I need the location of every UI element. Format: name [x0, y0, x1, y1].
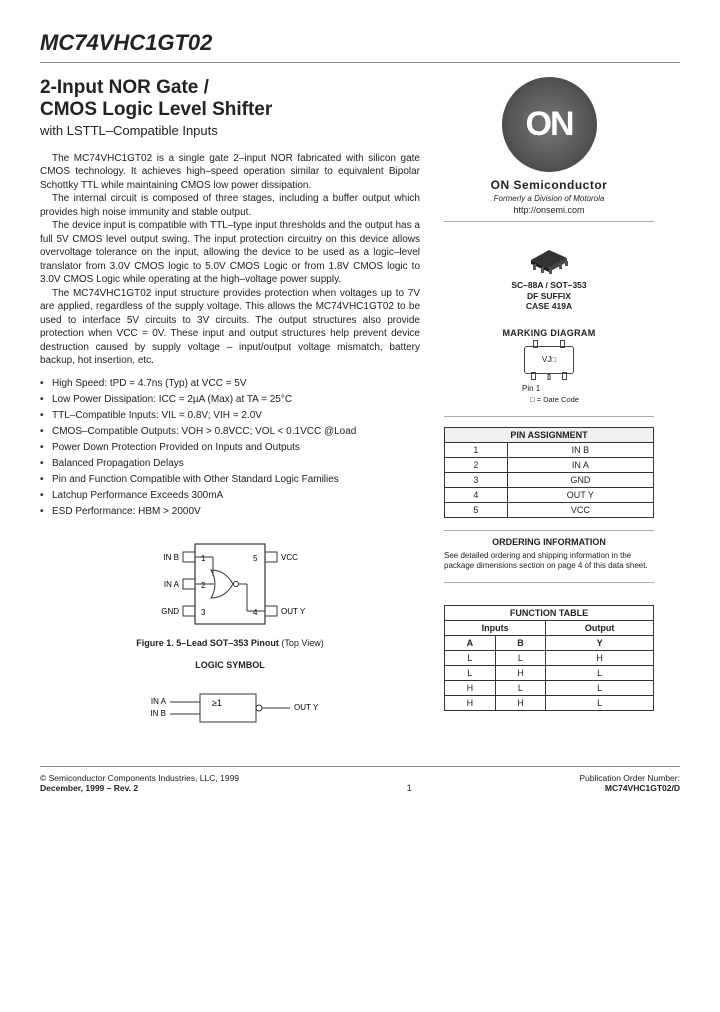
svg-text:OUT Y: OUT Y	[294, 703, 319, 712]
page-footer: © Semiconductor Components Industries, L…	[40, 766, 680, 793]
company-name: ON Semiconductor	[444, 178, 654, 192]
feature-item: Latchup Performance Exceeds 300mA	[40, 488, 420, 504]
marking-diagram: VJ□ Pin 1 □ = Date Code	[494, 346, 604, 404]
paragraph: The MC74VHC1GT02 input structure provide…	[40, 287, 420, 368]
svg-text:5: 5	[253, 554, 258, 563]
title-line-1: 2-Input NOR Gate /	[40, 77, 420, 99]
paragraph: The internal circuit is composed of thre…	[40, 192, 420, 219]
footer-right: Publication Order Number: MC74VHC1GT02/D	[579, 773, 680, 793]
features-list: High Speed: tPD = 4.7ns (Typ) at VCC = 5…	[40, 376, 420, 520]
feature-item: TTL–Compatible Inputs: VIL = 0.8V; VIH =…	[40, 408, 420, 424]
pinout-figure: 1 2 3 4 5 IN B IN A GND OUT Y VCC	[40, 534, 420, 648]
svg-text:IN B: IN B	[150, 709, 166, 718]
svg-text:GND: GND	[161, 607, 179, 616]
svg-text:IN A: IN A	[164, 580, 180, 589]
feature-item: Pin and Function Compatible with Other S…	[40, 472, 420, 488]
svg-text:OUT Y: OUT Y	[281, 607, 306, 616]
feature-item: Balanced Propagation Delays	[40, 456, 420, 472]
feature-item: Power Down Protection Provided on Inputs…	[40, 440, 420, 456]
ordering-text: See detailed ordering and shipping infor…	[444, 551, 654, 583]
paragraph: The device input is compatible with TTL–…	[40, 219, 420, 287]
logic-symbol-figure: ≥1 IN A IN B OUT Y	[40, 682, 420, 736]
svg-text:IN B: IN B	[163, 553, 179, 562]
svg-text:1: 1	[201, 554, 206, 563]
title-line-2: CMOS Logic Level Shifter	[40, 99, 420, 121]
tagline: Formerly a Division of Motorola	[444, 194, 654, 203]
feature-item: High Speed: tPD = 4.7ns (Typ) at VCC = 5…	[40, 376, 420, 392]
ordering-section: ORDERING INFORMATION See detailed orderi…	[444, 530, 654, 583]
svg-text:≥1: ≥1	[212, 698, 222, 708]
feature-item: CMOS–Compatible Outputs: VOH > 0.8VCC; V…	[40, 424, 420, 440]
description: The MC74VHC1GT02 is a single gate 2–inpu…	[40, 152, 420, 368]
svg-text:4: 4	[253, 608, 258, 617]
right-column: ON ON Semiconductor Formerly a Division …	[444, 77, 654, 742]
function-table-section: FUNCTION TABLE InputsOutput ABY LLH LHL …	[444, 595, 654, 711]
svg-text:2: 2	[201, 581, 206, 590]
top-rule	[40, 62, 680, 63]
paragraph: The MC74VHC1GT02 is a single gate 2–inpu…	[40, 152, 420, 193]
subtitle: with LSTTL–Compatible Inputs	[40, 123, 420, 138]
svg-text:3: 3	[201, 608, 206, 617]
feature-item: ESD Performance: HBM > 2000V	[40, 504, 420, 520]
function-table: FUNCTION TABLE InputsOutput ABY LLH LHL …	[444, 605, 654, 711]
footer-page: 1	[407, 783, 412, 793]
package-info: SC–88A / SOT–353 DF SUFFIX CASE 419A	[444, 280, 654, 312]
part-number: MC74VHC1GT02	[40, 30, 680, 56]
figure-caption: Figure 1. 5–Lead SOT–353 Pinout (Top Vie…	[40, 638, 420, 648]
footer-left: © Semiconductor Components Industries, L…	[40, 773, 239, 793]
feature-item: Low Power Dissipation: ICC = 2µA (Max) a…	[40, 392, 420, 408]
svg-text:VCC: VCC	[281, 553, 298, 562]
marking-heading: MARKING DIAGRAM	[444, 328, 654, 338]
pin-assignment-table: PIN ASSIGNMENT 1IN B 2IN A 3GND 4OUT Y 5…	[444, 427, 654, 518]
logo-icon: ON	[502, 77, 597, 172]
logic-symbol-heading: LOGIC SYMBOL	[40, 660, 420, 670]
main-columns: 2-Input NOR Gate / CMOS Logic Level Shif…	[40, 77, 680, 742]
url: http://onsemi.com	[444, 205, 654, 222]
pin-assignment-section: PIN ASSIGNMENT 1IN B 2IN A 3GND 4OUT Y 5…	[444, 416, 654, 518]
left-column: 2-Input NOR Gate / CMOS Logic Level Shif…	[40, 77, 420, 742]
package-icon	[519, 240, 579, 276]
svg-text:IN A: IN A	[151, 697, 167, 706]
